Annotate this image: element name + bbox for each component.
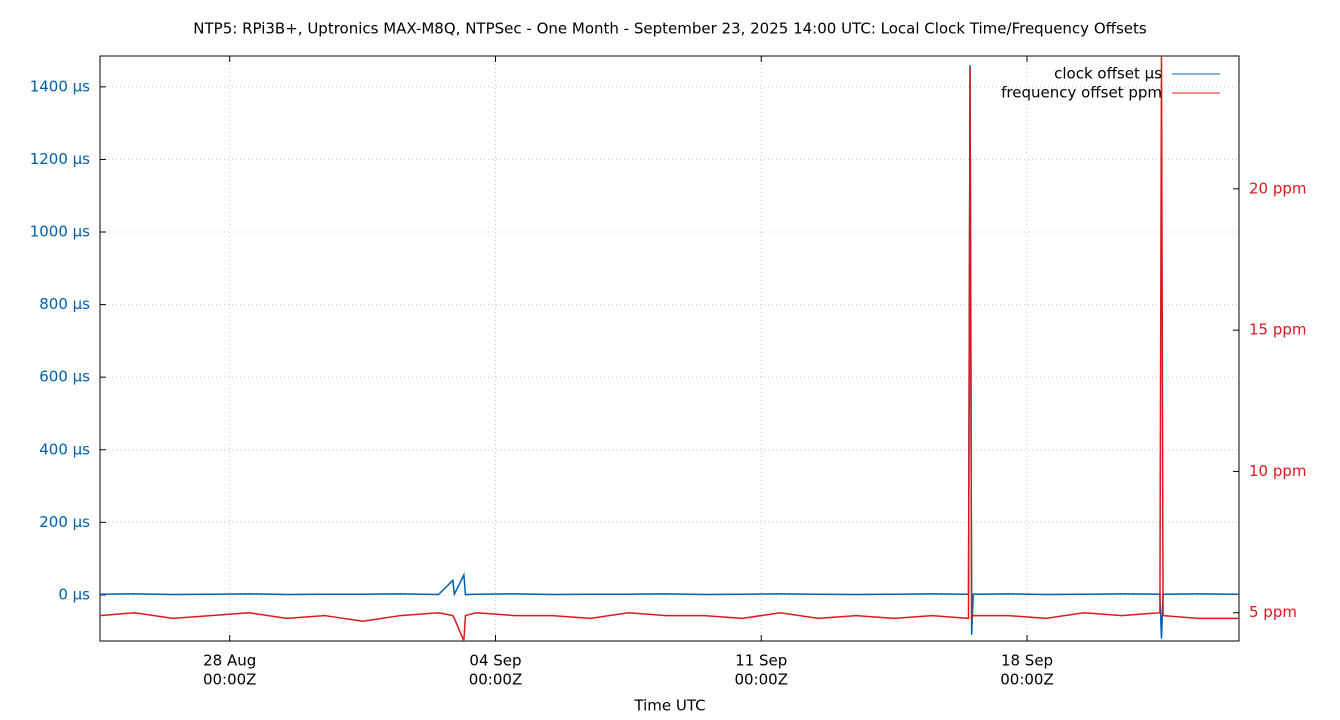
chart-title: NTP5: RPi3B+, Uptronics MAX-M8Q, NTPSec … xyxy=(193,20,1147,38)
legend-label: clock offset µs xyxy=(1054,65,1162,83)
y-tick-label: 400 µs xyxy=(39,440,90,458)
x-tick-label: 00:00Z xyxy=(734,671,788,689)
x-tick-label: 11 Sep xyxy=(735,652,787,670)
x-tick-label: 00:00Z xyxy=(203,671,257,689)
x-tick-label: 04 Sep xyxy=(469,652,521,670)
y2-tick-label: 20 ppm xyxy=(1249,179,1307,197)
y-tick-label: 1000 µs xyxy=(30,223,90,241)
x-tick-label: 00:00Z xyxy=(469,671,523,689)
y2-tick-label: 15 ppm xyxy=(1249,321,1307,339)
y-tick-label: 600 µs xyxy=(39,368,90,386)
x-axis-label: Time UTC xyxy=(633,697,705,715)
y-tick-label: 1200 µs xyxy=(30,150,90,168)
series-line xyxy=(100,65,1239,639)
y-tick-label: 1400 µs xyxy=(30,77,90,95)
y-tick-label: 800 µs xyxy=(39,295,90,313)
legend-label: frequency offset ppm xyxy=(1001,84,1162,102)
x-tick-label: 00:00Z xyxy=(1000,671,1054,689)
x-tick-label: 18 Sep xyxy=(1001,652,1053,670)
y2-tick-label: 10 ppm xyxy=(1249,462,1307,480)
series-line xyxy=(100,56,1239,641)
x-tick-label: 28 Aug xyxy=(203,652,256,670)
y-tick-label: 200 µs xyxy=(39,513,90,531)
y-tick-label: 0 µs xyxy=(58,585,90,603)
y2-tick-label: 5 ppm xyxy=(1249,603,1297,621)
plot-frame xyxy=(99,55,1240,642)
